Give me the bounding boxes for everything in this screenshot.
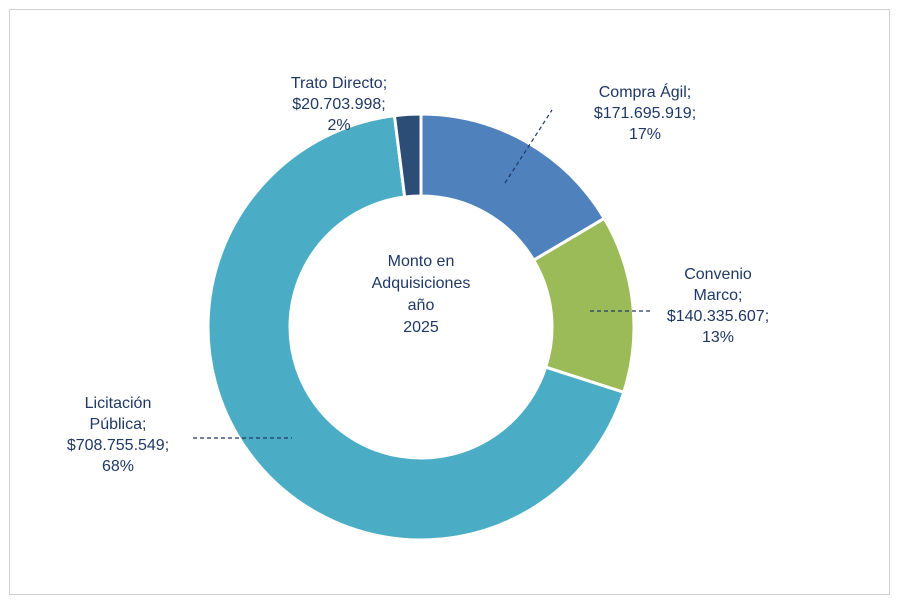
separator: ; — [691, 105, 697, 122]
separator: ; — [382, 75, 388, 92]
label-line: Trato Directo; — [264, 73, 414, 94]
separator: ; — [164, 437, 170, 454]
leader-line — [504, 109, 553, 184]
category-label: Licitación Pública — [84, 395, 152, 433]
label-line: $708.755.549; — [62, 435, 174, 456]
label-line: Licitación Pública; — [62, 393, 174, 435]
label-line: $171.695.919; — [570, 103, 720, 124]
label-line: Compra Ágil; — [570, 82, 720, 103]
percent-label: 68% — [101, 458, 135, 475]
separator: ; — [764, 308, 770, 325]
label-line: 68% — [62, 456, 174, 477]
percent-label: 17% — [628, 126, 662, 143]
value-label: $708.755.549 — [66, 437, 165, 454]
label-line: 17% — [570, 124, 720, 145]
data-label: Compra Ágil; $171.695.919; 17% — [570, 82, 720, 145]
donut-slice — [206, 113, 626, 542]
center-label: Monto en — [388, 253, 455, 270]
category-label: Trato Directo — [290, 75, 383, 92]
frame — [9, 9, 890, 595]
label-line: $140.335.607; — [662, 306, 774, 327]
label-line: 13% — [662, 327, 774, 348]
value-label: $171.695.919 — [593, 105, 692, 122]
label-line: Convenio Marco; — [662, 264, 774, 306]
separator: ; — [738, 287, 743, 304]
label-line: $20.703.998; — [264, 94, 414, 115]
value-label: $20.703.998 — [292, 96, 382, 113]
center-label: año — [408, 297, 435, 314]
data-label: Trato Directo; $20.703.998; 2% — [264, 73, 414, 136]
value-label: $140.335.607 — [666, 308, 765, 325]
percent-label: 2% — [327, 117, 351, 134]
center-label: 2025 — [403, 319, 439, 336]
center-label: Adquisiciones — [372, 275, 471, 292]
separator: ; — [381, 96, 386, 113]
separator: ; — [686, 84, 692, 101]
label-line: 2% — [264, 115, 414, 136]
data-label: Licitación Pública; $708.755.549; 68% — [62, 393, 174, 477]
category-label: Compra Ágil — [598, 84, 687, 101]
separator: ; — [142, 416, 147, 433]
donut-slice — [392, 112, 423, 199]
data-label: Convenio Marco; $140.335.607; 13% — [662, 264, 774, 348]
percent-label: 13% — [701, 329, 735, 346]
category-label: Convenio Marco — [684, 266, 752, 304]
